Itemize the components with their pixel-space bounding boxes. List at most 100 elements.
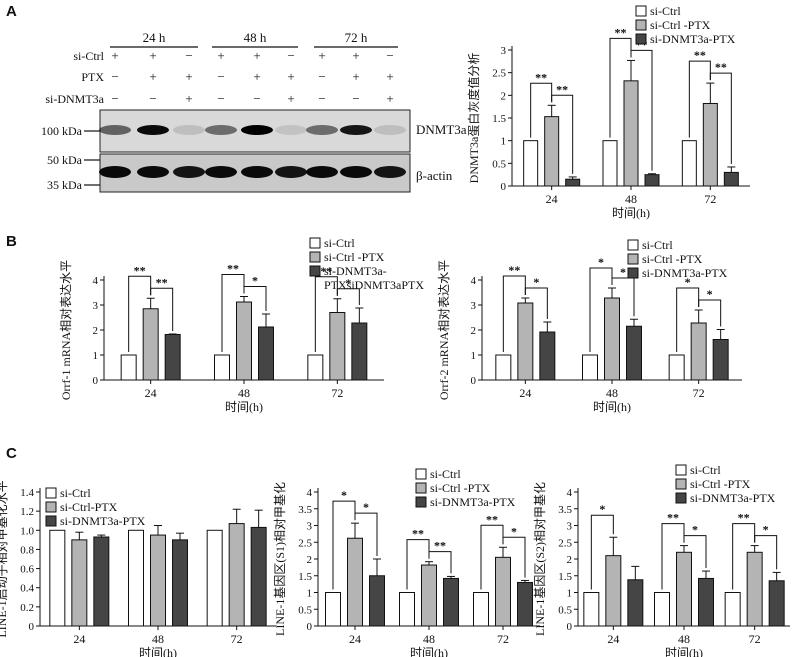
legend-swatch — [627, 253, 639, 265]
legend-swatch — [675, 464, 687, 476]
significance-label: * — [599, 502, 605, 516]
bar — [236, 301, 252, 381]
significance-bracket — [243, 286, 267, 311]
bar — [495, 556, 511, 627]
significance-label: ** — [508, 263, 520, 277]
bar — [325, 592, 341, 627]
significance-bracket — [336, 288, 360, 305]
significance-bracket — [590, 514, 614, 590]
x-tick-label: 24 — [519, 386, 531, 400]
blot-row-label: si-Ctrl — [73, 49, 104, 63]
y-tick-label: 4 — [307, 487, 313, 499]
y-tick-label: 2.5 — [298, 537, 312, 549]
x-tick-label: 48 — [678, 632, 690, 646]
blot-sign: − — [318, 69, 325, 84]
x-tick-label: 24 — [145, 386, 157, 400]
significance-bracket — [732, 523, 756, 590]
blot-sign: + — [386, 69, 393, 84]
significance-bracket — [698, 299, 722, 327]
significance-label: ** — [738, 511, 750, 525]
significance-label: ** — [615, 25, 627, 39]
legend-swatch — [635, 33, 647, 45]
significance-label: ** — [320, 264, 332, 278]
panel-label-c: C — [6, 445, 17, 462]
y-tick-label: 1 — [567, 588, 573, 600]
significance-bracket — [354, 512, 378, 556]
blot-sign: − — [149, 91, 156, 106]
significance-label: ** — [412, 527, 424, 541]
blot-band-label-dnmt3a: DNMT3a — [416, 122, 467, 137]
bar — [142, 308, 159, 381]
legend-swatch — [635, 19, 647, 31]
y-tick-label: 1 — [93, 350, 99, 362]
significance-bracket — [332, 500, 356, 590]
blot-row-label: PTX — [81, 70, 104, 84]
x-tick-label: 72 — [231, 632, 243, 646]
y-tick-label: 3 — [471, 300, 477, 312]
legend-label: si-DNMT3a-PTX — [650, 32, 736, 46]
bar — [443, 577, 459, 627]
blot-band-dnmt3a — [205, 125, 237, 135]
x-tick-label: 48 — [423, 632, 435, 646]
legend-label: si-Ctrl — [642, 238, 673, 252]
bar — [421, 564, 437, 627]
y-axis-label: DNMT3a蛋白灰度值分析 — [466, 53, 481, 184]
bar — [605, 555, 622, 627]
bar — [71, 539, 88, 627]
legend-swatch — [627, 239, 639, 251]
blot-sign: + — [185, 91, 192, 106]
bar — [698, 577, 714, 627]
y-tick-label: 1.0 — [20, 525, 34, 537]
legend-swatch — [675, 492, 687, 504]
x-tick-label: 72 — [693, 386, 705, 400]
significance-bracket — [314, 276, 338, 352]
y-tick-label: 0 — [567, 621, 573, 633]
y-tick-label: 1 — [471, 350, 477, 362]
y-tick-label: 2 — [471, 325, 477, 337]
bar — [723, 171, 739, 187]
y-axis-label: Orrf-1 mRNA相对表达水平 — [59, 260, 73, 400]
y-axis-label: LINE-1启动子相对甲基化水平 — [0, 480, 9, 637]
bar — [473, 592, 489, 627]
x-tick-label: 72 — [331, 386, 343, 400]
significance-label: * — [685, 275, 691, 289]
blot-band-actin — [374, 166, 406, 178]
panel-label-a: A — [6, 3, 17, 20]
legend-label: si-Ctrl -PTX — [650, 18, 711, 32]
bar — [258, 326, 274, 381]
blot-band-actin — [173, 166, 205, 178]
y-tick-label: 2.5 — [558, 537, 572, 549]
significance-label: * — [252, 274, 258, 288]
bar — [690, 322, 707, 381]
significance-label: ** — [556, 82, 568, 96]
bar — [544, 116, 560, 187]
chart-c1-promoter-methylation: 0 0.2 0.4 0.6 0.8 1.0 1.2 1.4 LINE-1启动子相对甲基化水平 24… — [0, 480, 276, 657]
y-tick-label: 0 — [93, 375, 99, 387]
blot-sign: − — [352, 91, 359, 106]
legend-label: si-DNMT3a-PTX — [642, 266, 728, 280]
y-tick-label: 2 — [501, 90, 507, 102]
bar — [517, 302, 534, 381]
bar — [93, 536, 110, 627]
bar — [150, 534, 166, 627]
bar — [250, 526, 267, 627]
bar — [602, 140, 618, 187]
y-tick-label: 4 — [471, 275, 477, 287]
bar — [206, 529, 223, 627]
blot-sign: + — [318, 48, 325, 63]
bar — [369, 575, 385, 627]
blot-sign: + — [217, 48, 224, 63]
bar — [746, 551, 763, 627]
bar — [495, 354, 512, 381]
blot-band-actin — [340, 166, 372, 178]
panel-label-b: B — [6, 233, 17, 250]
blot-sign: − — [111, 69, 118, 84]
bar — [681, 140, 697, 187]
legend-swatch — [675, 478, 687, 490]
significance-bracket — [661, 523, 685, 590]
bar — [228, 523, 245, 627]
significance-bracket — [630, 49, 653, 171]
